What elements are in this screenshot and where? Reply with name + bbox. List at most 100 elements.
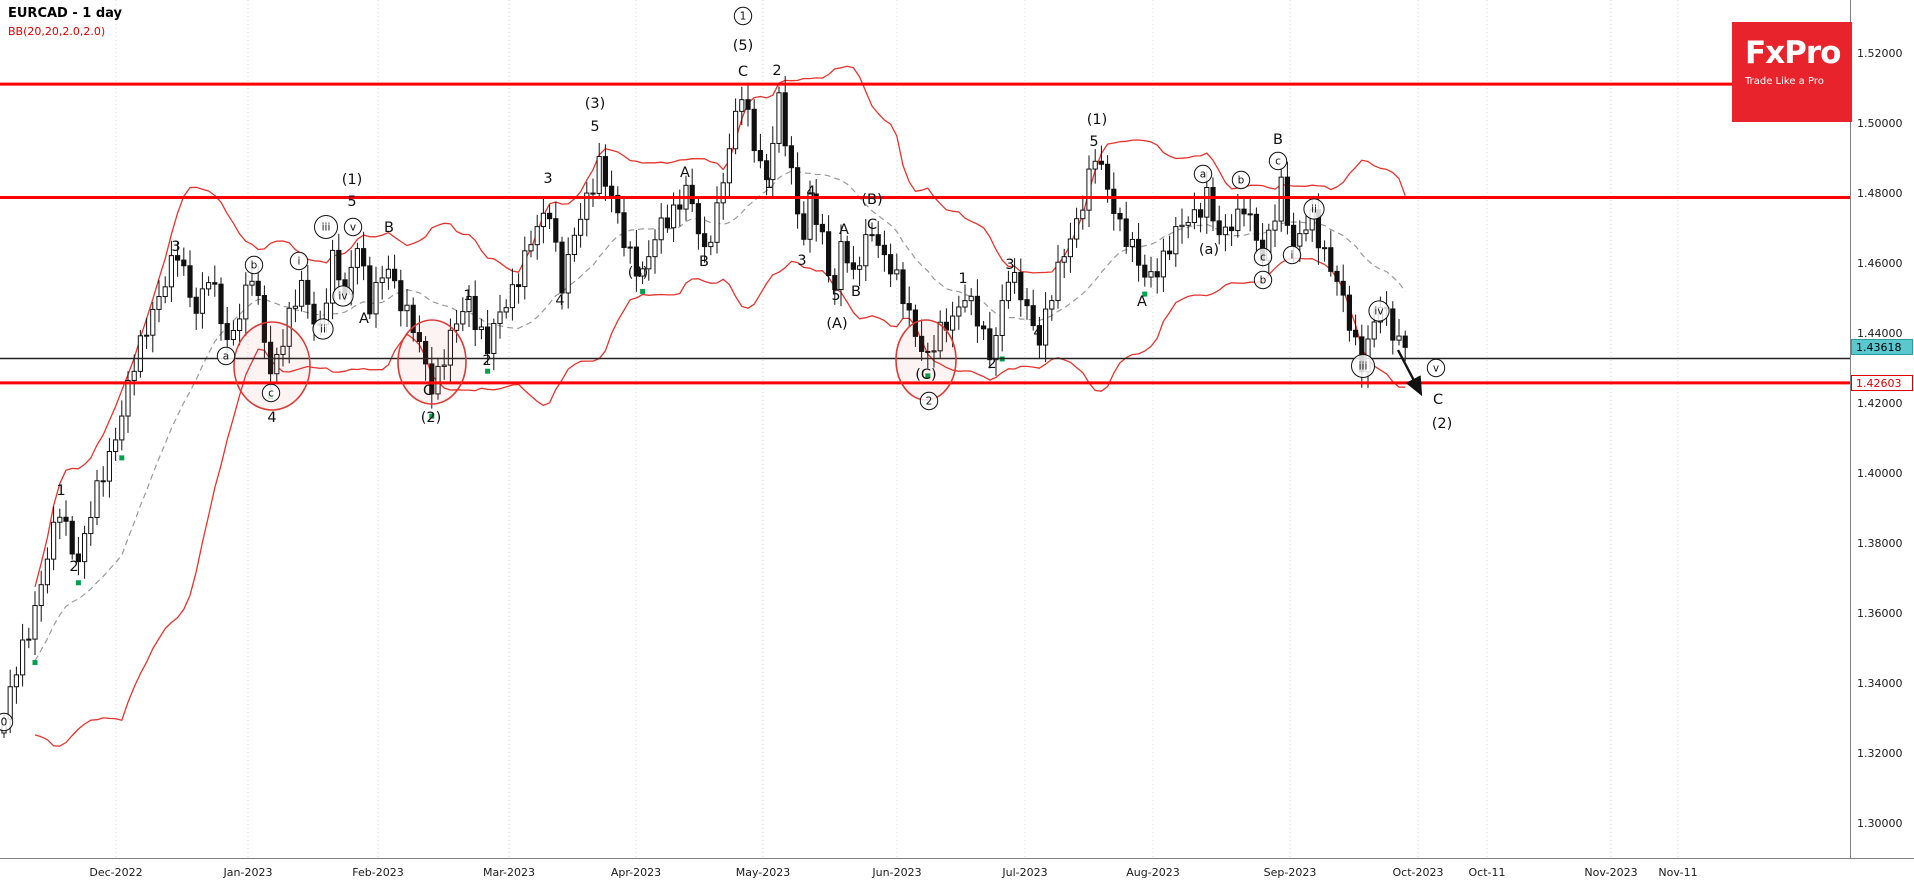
candle-body <box>460 311 466 325</box>
candle-body <box>1067 238 1074 258</box>
green-signal-marker <box>640 288 646 294</box>
time-axis[interactable]: Dec-2022 Jan-2023 Feb-2023 Mar-2023 Apr-2023… <box>0 858 1914 886</box>
wave-label: ii <box>1311 204 1317 216</box>
candle-body <box>795 167 801 215</box>
candle-body <box>249 280 255 286</box>
wave-label-circle <box>1193 164 1213 184</box>
candle-body <box>119 415 125 441</box>
candle-body <box>826 231 832 277</box>
wave-label: 0 <box>1 717 8 729</box>
candle-body <box>1055 261 1061 302</box>
candle-body <box>255 280 261 297</box>
x-tick-label: Feb-2023 <box>352 866 404 879</box>
candle-body <box>1043 308 1049 346</box>
candle-body <box>441 364 447 367</box>
candle-body <box>974 295 980 327</box>
candle-body <box>1167 250 1173 255</box>
candle-body <box>398 280 404 312</box>
wave-label: (a) <box>1199 242 1219 258</box>
candle-body <box>1142 264 1148 278</box>
candle-body <box>757 150 763 162</box>
candle-body <box>850 262 856 270</box>
candle-body <box>69 520 75 555</box>
candle-body <box>1328 247 1334 272</box>
candle-body <box>1136 238 1142 266</box>
candle-body <box>212 282 218 285</box>
candle-body <box>385 268 391 279</box>
candle-body <box>819 223 825 233</box>
wave-label: v <box>1433 363 1439 375</box>
y-tick-label: 1.48000 <box>1857 187 1903 200</box>
highlight-ellipse[interactable] <box>895 319 957 401</box>
candle-body <box>1303 229 1309 235</box>
candle-body <box>1191 209 1198 224</box>
wave-label: b <box>1238 175 1245 187</box>
fxpro-logo: FxPro Trade Like a Pro <box>1732 22 1852 122</box>
candle-body <box>931 350 937 353</box>
candle-body <box>534 226 540 246</box>
wave-label: iv <box>338 291 347 303</box>
x-tick-label: Oct-11 <box>1468 866 1506 879</box>
wave-label-circle <box>216 346 236 366</box>
candle-body <box>305 279 311 305</box>
candle-body <box>664 217 670 229</box>
wave-label-circle <box>1282 245 1302 265</box>
wave-label: a <box>1200 169 1206 181</box>
candle-body <box>832 275 838 290</box>
candle-body <box>26 638 32 641</box>
candle-body <box>1297 233 1303 247</box>
wave-label-circle <box>0 712 14 732</box>
candle-body <box>894 269 900 275</box>
candle-body <box>280 345 286 355</box>
candle-body <box>429 363 435 395</box>
candle-body <box>652 239 658 258</box>
fxpro-logo-text: FxPro <box>1745 35 1841 71</box>
candle-body <box>640 268 646 277</box>
candle-body <box>553 218 559 243</box>
candle-body <box>782 92 788 147</box>
candle-body <box>1179 224 1185 228</box>
candle-body <box>1198 209 1204 218</box>
candle-body <box>881 244 887 256</box>
highlight-ellipse[interactable] <box>233 321 311 411</box>
candle-body <box>243 284 249 320</box>
candle-body <box>466 295 472 313</box>
candle-body <box>801 213 807 240</box>
wave-label: 5 <box>831 288 840 304</box>
candle-body <box>106 450 113 482</box>
wave-label: 3 <box>797 253 806 269</box>
candle-body <box>1396 335 1402 341</box>
candle-body <box>274 353 280 375</box>
candle-body <box>63 516 69 522</box>
wave-label: i <box>298 256 301 268</box>
chart-header: EURCAD - 1 day BB(20,20,2.0,2.0) <box>8 6 122 38</box>
candle-body <box>987 328 993 361</box>
candle-body <box>82 533 88 563</box>
projection-arrow[interactable] <box>1396 349 1423 397</box>
y-tick-label: 1.32000 <box>1857 747 1903 760</box>
price-axis[interactable]: 1.52000 1.50000 1.48000 1.46000 1.44000 1.420… <box>1850 0 1914 858</box>
candle-body <box>1371 321 1377 340</box>
wave-label-circle <box>919 391 939 411</box>
highlight-ellipse[interactable] <box>397 319 467 405</box>
x-tick-label: May-2023 <box>735 866 791 879</box>
y-tick-label: 1.40000 <box>1857 467 1903 480</box>
candle-body <box>788 145 794 169</box>
wave-label-circle <box>1268 151 1288 171</box>
candle-body <box>671 204 677 229</box>
candle-body <box>1098 160 1105 165</box>
bollinger-middle-line <box>34 170 1406 662</box>
candle-body <box>733 110 739 150</box>
candle-body <box>1346 294 1353 331</box>
wave-label: c <box>1260 252 1266 264</box>
candle-body <box>751 108 757 152</box>
candle-body <box>38 584 44 607</box>
x-tick-label: Jun-2023 <box>872 866 922 879</box>
wave-label: 4 <box>555 293 564 309</box>
wave-label-circle <box>1253 270 1273 290</box>
candle-body <box>720 182 726 204</box>
candle-body <box>956 306 962 317</box>
x-tick-label: Jan-2023 <box>223 866 273 879</box>
candle-body <box>336 249 342 281</box>
